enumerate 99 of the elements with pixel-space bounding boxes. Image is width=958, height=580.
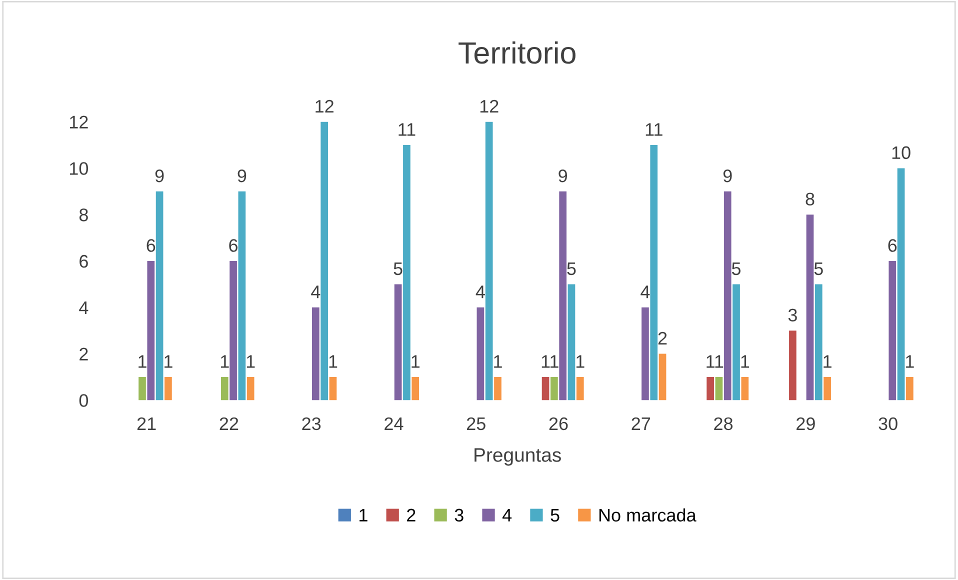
bar xyxy=(568,284,576,400)
data-label: 9 xyxy=(558,169,568,182)
data-label: 1 xyxy=(824,355,832,368)
data-label: 4 xyxy=(311,286,320,298)
bar xyxy=(897,168,905,400)
y-tick-label: 6 xyxy=(80,254,88,268)
bar xyxy=(658,354,666,400)
x-tick-label: 22 xyxy=(220,417,238,430)
bar xyxy=(156,191,164,400)
bar xyxy=(715,377,723,400)
data-label: 5 xyxy=(732,262,741,276)
data-label: 4 xyxy=(476,286,485,298)
data-label: 1 xyxy=(706,355,714,368)
data-label: 11 xyxy=(398,123,416,136)
data-label: 9 xyxy=(723,169,732,182)
bar xyxy=(888,261,896,400)
bar xyxy=(403,145,410,400)
bar xyxy=(806,214,814,400)
y-tick-label: 2 xyxy=(80,348,88,360)
x-tick-label: 26 xyxy=(549,417,568,430)
y-tick-label: 4 xyxy=(79,302,88,314)
bar xyxy=(824,377,831,400)
y-tick-label: 0 xyxy=(79,394,88,407)
data-label: 1 xyxy=(494,355,502,368)
data-label: 6 xyxy=(146,239,156,252)
bar xyxy=(485,122,493,400)
data-label: 5 xyxy=(394,262,402,276)
bar xyxy=(906,377,914,400)
bar xyxy=(394,284,402,400)
bar xyxy=(320,122,328,400)
bar xyxy=(741,377,749,400)
x-tick-label: 29 xyxy=(796,417,815,430)
data-label: 10 xyxy=(892,146,910,160)
bar xyxy=(550,377,558,400)
data-label: 1 xyxy=(329,355,338,368)
legend-label: 5 xyxy=(550,508,560,522)
data-label: 2 xyxy=(658,332,667,344)
x-axis-title: Preguntas xyxy=(474,448,561,466)
bar xyxy=(312,307,320,400)
x-tick-label: 25 xyxy=(466,417,486,430)
data-label: 12 xyxy=(316,100,334,112)
bar xyxy=(138,377,146,400)
legend-label: 3 xyxy=(454,508,464,522)
legend-label: 2 xyxy=(407,508,416,522)
chart-title: Territorio xyxy=(458,41,576,64)
bar xyxy=(476,307,484,400)
data-label: 1 xyxy=(576,355,584,368)
bar xyxy=(246,377,254,400)
bar xyxy=(164,377,172,400)
data-label: 1 xyxy=(715,355,724,368)
data-label: 11 xyxy=(646,123,662,136)
data-label: 9 xyxy=(238,169,246,182)
data-label: 1 xyxy=(412,355,420,368)
bar xyxy=(576,377,584,400)
bar xyxy=(220,377,228,400)
legend-label: 1 xyxy=(360,508,368,522)
data-label: 3 xyxy=(788,308,797,322)
data-label: 12 xyxy=(480,100,498,112)
bar xyxy=(230,261,237,400)
bar xyxy=(238,191,246,400)
y-tick-label: 8 xyxy=(79,208,88,222)
y-tick-label: 12 xyxy=(70,116,88,128)
x-tick-label: 27 xyxy=(632,417,650,430)
x-tick-label: 21 xyxy=(137,417,156,430)
x-tick-label: 24 xyxy=(384,417,404,430)
y-tick-label: 10 xyxy=(70,162,88,175)
data-label: 5 xyxy=(567,262,576,276)
x-tick-label: 30 xyxy=(878,417,898,430)
data-label: 1 xyxy=(741,355,750,368)
data-label: 4 xyxy=(640,286,650,298)
data-label: 8 xyxy=(806,192,814,206)
x-tick-label: 23 xyxy=(302,417,321,430)
data-label: 9 xyxy=(155,169,164,182)
bar xyxy=(732,284,740,400)
data-label: 6 xyxy=(229,239,238,252)
bar xyxy=(412,377,420,400)
x-tick-label: 28 xyxy=(714,417,733,430)
bar xyxy=(650,145,658,400)
bar xyxy=(724,191,732,400)
bar xyxy=(147,261,155,400)
data-label: 1 xyxy=(220,355,229,368)
bar xyxy=(814,284,822,400)
data-label: 1 xyxy=(246,355,255,368)
legend-label: No marcada xyxy=(599,508,696,522)
data-label: 1 xyxy=(138,355,146,368)
bar xyxy=(329,377,337,400)
data-label: 1 xyxy=(906,355,914,368)
data-label: 1 xyxy=(550,355,558,368)
legend-label: 4 xyxy=(502,508,512,522)
bar xyxy=(494,377,502,400)
data-label: 6 xyxy=(888,239,897,252)
bar xyxy=(642,307,649,400)
bar xyxy=(559,191,567,400)
bar xyxy=(789,330,796,400)
data-label: 5 xyxy=(814,262,823,276)
bar xyxy=(706,377,714,400)
data-label: 1 xyxy=(164,355,172,368)
bar xyxy=(542,377,550,400)
data-label: 1 xyxy=(542,355,550,368)
